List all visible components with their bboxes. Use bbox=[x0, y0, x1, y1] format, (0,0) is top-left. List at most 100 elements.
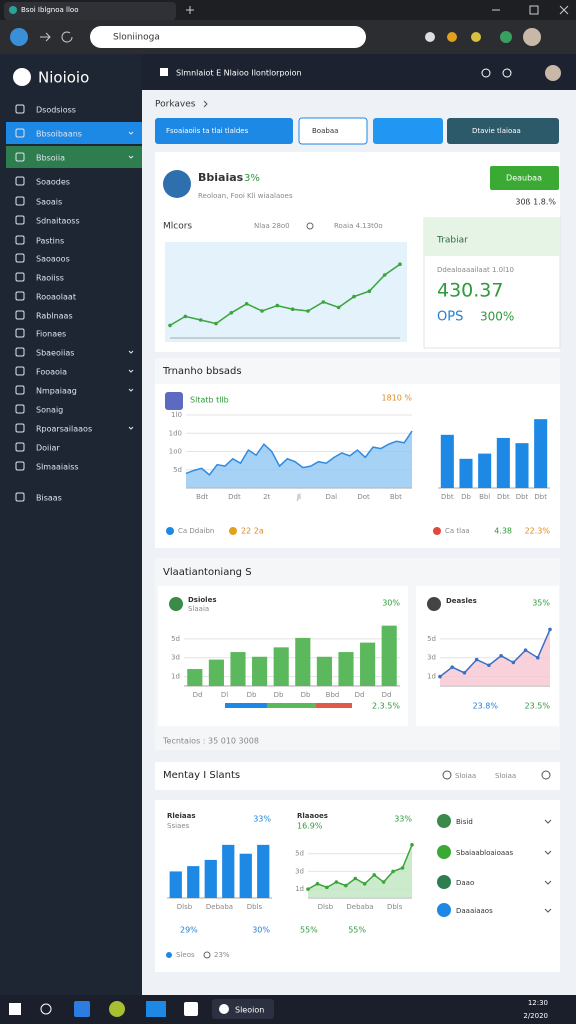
chevron[interactable] bbox=[544, 819, 552, 824]
menu-item[interactable]: Bisaas bbox=[36, 494, 62, 503]
bar bbox=[316, 656, 332, 686]
bar bbox=[440, 434, 454, 488]
menu-item[interactable]: Pastins bbox=[36, 237, 64, 246]
user-avatar[interactable] bbox=[545, 65, 561, 81]
legend: 22 2a bbox=[241, 527, 264, 536]
header-icon[interactable] bbox=[481, 68, 491, 78]
menu-item[interactable]: Rooaolaat bbox=[36, 293, 76, 302]
profile-change: 3% bbox=[244, 173, 260, 184]
icon[interactable] bbox=[541, 770, 551, 780]
ext-icon[interactable] bbox=[425, 32, 435, 42]
button[interactable] bbox=[373, 118, 443, 144]
app-icon[interactable] bbox=[109, 1001, 125, 1017]
menu-item[interactable]: Sdnaitaoss bbox=[36, 217, 80, 226]
menu-icon bbox=[15, 196, 25, 206]
new-tab[interactable] bbox=[186, 6, 194, 14]
menu-item[interactable]: Soaodes bbox=[36, 178, 70, 187]
point bbox=[362, 882, 367, 886]
stat: 30% bbox=[382, 599, 400, 608]
app-icon[interactable] bbox=[146, 1001, 166, 1017]
stat: 22.3% bbox=[525, 527, 551, 536]
secondary-button[interactable] bbox=[447, 118, 559, 144]
search-button[interactable] bbox=[40, 1003, 52, 1015]
ext-icon[interactable] bbox=[447, 32, 457, 42]
menu-item[interactable]: Dsodsioss bbox=[36, 106, 76, 115]
window-controls[interactable] bbox=[492, 5, 569, 15]
y-tick-label: 5d bbox=[171, 635, 180, 643]
card-subtitle: Ssiaes bbox=[167, 822, 190, 830]
legend-icon bbox=[166, 952, 172, 958]
menu-item[interactable]: Saoaoos bbox=[36, 255, 70, 264]
point bbox=[260, 309, 264, 313]
menu-item[interactable]: Raoiiss bbox=[36, 274, 64, 283]
chevron[interactable] bbox=[544, 880, 552, 885]
breadcrumb[interactable]: Porkaves bbox=[155, 100, 196, 110]
menu-item[interactable]: Bbsoiia bbox=[36, 154, 65, 163]
primary-button[interactable] bbox=[155, 118, 293, 144]
profile-button[interactable] bbox=[490, 166, 559, 190]
app-icon[interactable] bbox=[184, 1002, 198, 1016]
menu-item[interactable]: Fooaoia bbox=[36, 368, 67, 377]
menu-icon bbox=[15, 423, 25, 433]
point bbox=[325, 885, 329, 890]
point bbox=[290, 307, 295, 312]
menu-icon bbox=[15, 128, 25, 138]
point bbox=[398, 262, 402, 267]
chevron[interactable] bbox=[544, 850, 552, 855]
section-title: Trnanho bbsads bbox=[162, 366, 242, 377]
x-tick-label: Dd bbox=[382, 691, 392, 699]
badge: Sltatb tllb bbox=[190, 396, 229, 405]
card-header bbox=[155, 358, 560, 384]
menu-item[interactable]: Rpoarsailaaos bbox=[36, 425, 92, 434]
list-item[interactable]: Daao bbox=[456, 879, 474, 887]
menu-item[interactable]: Sonaig bbox=[36, 406, 63, 415]
summary-title: Trabiar bbox=[436, 236, 468, 246]
profile-name: Bbiaias bbox=[198, 171, 244, 184]
bar bbox=[187, 669, 203, 686]
point bbox=[275, 303, 280, 308]
start-button[interactable] bbox=[9, 1003, 21, 1015]
list-item[interactable]: Daaaiaaos bbox=[456, 907, 493, 915]
url-box[interactable] bbox=[90, 26, 366, 48]
select[interactable] bbox=[298, 117, 368, 145]
trend-stat: 1810 % bbox=[381, 394, 412, 403]
menu-item[interactable]: Nmpaiaag bbox=[36, 387, 77, 396]
header-icon[interactable] bbox=[502, 68, 512, 78]
stat: 29% bbox=[180, 926, 198, 935]
app-tab[interactable] bbox=[212, 999, 274, 1019]
x-tick-label: Dd bbox=[355, 691, 365, 699]
y-tick-label: 5d bbox=[173, 466, 182, 474]
menu-item[interactable]: Slmaaiaiss bbox=[36, 463, 79, 472]
menu-item[interactable]: Rablnaas bbox=[36, 312, 73, 321]
select-label: Boabaa bbox=[312, 127, 338, 135]
profile-button-label: Deaubaa bbox=[506, 174, 542, 183]
bar bbox=[534, 419, 548, 488]
ext-icon[interactable] bbox=[500, 31, 512, 43]
avatar bbox=[427, 597, 441, 611]
point bbox=[523, 648, 528, 652]
avatar bbox=[163, 170, 191, 198]
chevron[interactable] bbox=[544, 908, 552, 913]
menu-item[interactable]: Sbaeoiias bbox=[36, 349, 74, 358]
summary-caption: Ddealoaaailaat 1.0l10 bbox=[437, 266, 514, 274]
chevron bbox=[128, 388, 134, 392]
tab[interactable] bbox=[4, 2, 176, 20]
filter[interactable]: Sloiaa bbox=[495, 772, 516, 780]
chevron bbox=[128, 155, 134, 159]
menu-item[interactable]: Bbsoibaans bbox=[36, 130, 82, 139]
menu-item[interactable]: Fionaes bbox=[36, 330, 66, 339]
list-item[interactable]: Bisid bbox=[456, 818, 473, 826]
search[interactable]: Sloiaa bbox=[455, 772, 476, 780]
search-icon[interactable] bbox=[442, 770, 452, 780]
nav-buttons[interactable] bbox=[40, 31, 73, 43]
menu-item[interactable]: Doiiar bbox=[36, 444, 60, 453]
profile-avatar[interactable] bbox=[523, 28, 541, 46]
menu-item[interactable]: Saoais bbox=[36, 198, 62, 207]
point bbox=[344, 883, 348, 888]
legend: Nlaa 28o0 bbox=[254, 222, 290, 230]
list-item[interactable]: Sbaiaabloaioaas bbox=[456, 849, 513, 857]
ext-icon[interactable] bbox=[471, 32, 481, 42]
app-icon[interactable] bbox=[74, 1001, 90, 1017]
y-tick-label: 3d bbox=[171, 654, 180, 662]
menu-icon bbox=[15, 176, 25, 186]
